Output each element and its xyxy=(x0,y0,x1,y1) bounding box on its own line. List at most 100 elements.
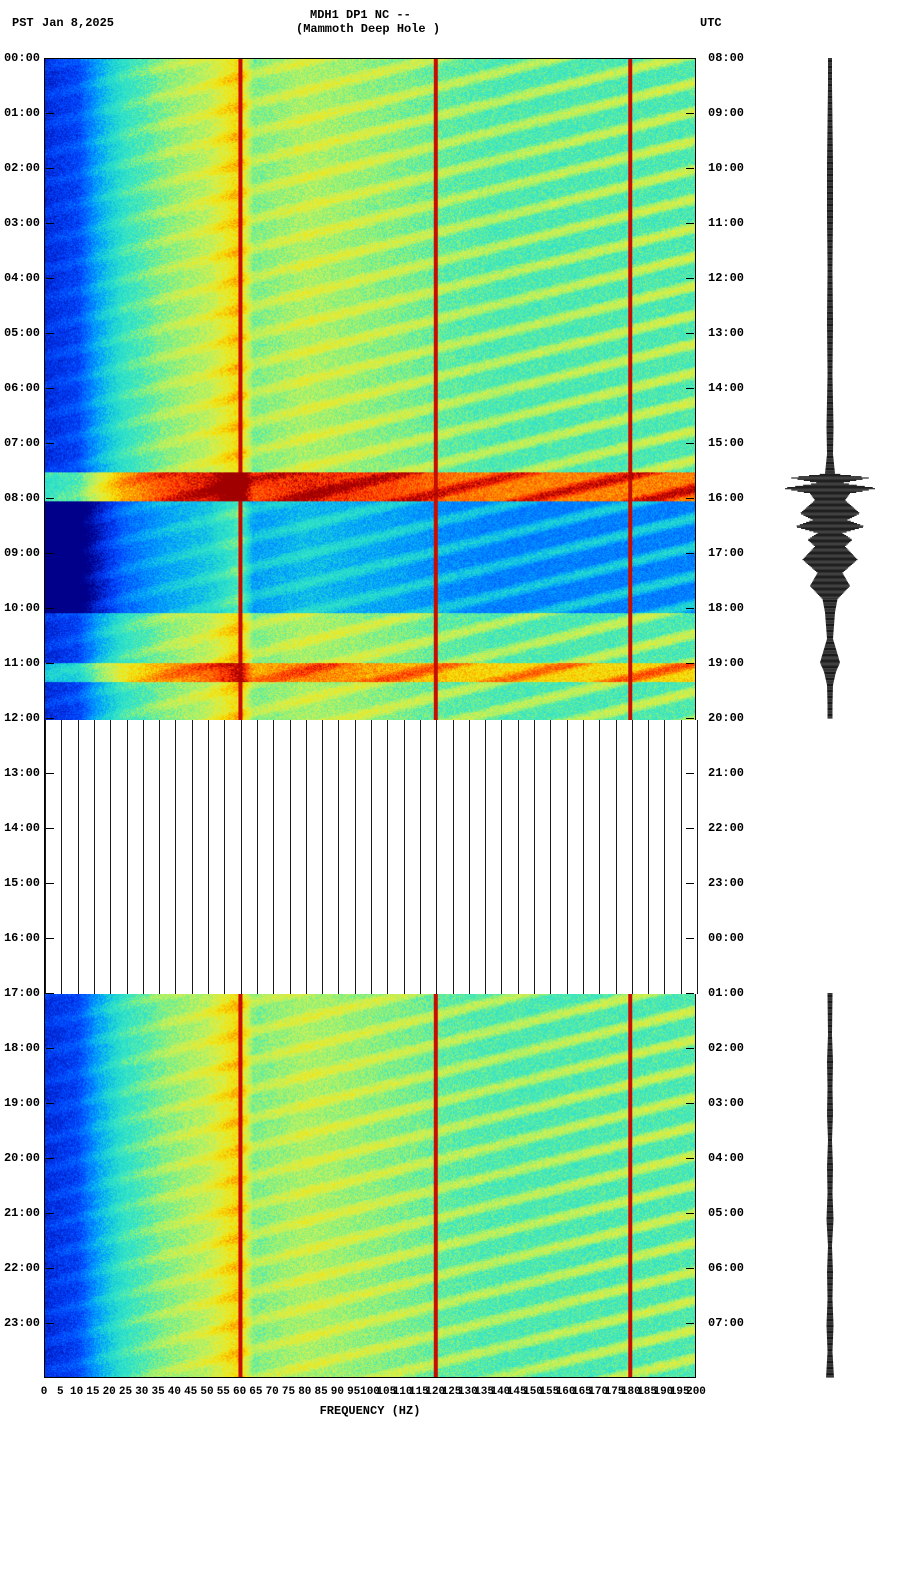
x-tick: 95 xyxy=(347,1386,360,1398)
grid-line xyxy=(664,720,665,994)
data-gap-region xyxy=(45,720,697,994)
x-tick: 70 xyxy=(266,1386,279,1398)
y-tick-left: 12:00 xyxy=(4,711,40,725)
y-tick-right: 10:00 xyxy=(708,161,744,175)
y-tick-left: 14:00 xyxy=(4,821,40,835)
x-tick: 10 xyxy=(70,1386,83,1398)
amplitude-strip-top xyxy=(780,58,880,719)
grid-line xyxy=(567,720,568,994)
date-label: Jan 8,2025 xyxy=(42,16,114,30)
grid-line xyxy=(338,720,339,994)
y-tick-left: 11:00 xyxy=(4,656,40,670)
x-tick: 75 xyxy=(282,1386,295,1398)
y-tick-left: 20:00 xyxy=(4,1151,40,1165)
grid-line xyxy=(306,720,307,994)
x-tick: 200 xyxy=(686,1386,706,1398)
station-id-label: MDH1 DP1 NC -- xyxy=(310,8,411,22)
x-axis: FREQUENCY (HZ) 0510152025303540455055606… xyxy=(44,1380,696,1420)
y-tick-right: 08:00 xyxy=(708,51,744,65)
grid-line xyxy=(273,720,274,994)
y-tick-right: 00:00 xyxy=(708,931,744,945)
y-axis-left: 00:0001:0002:0003:0004:0005:0006:0007:00… xyxy=(0,58,44,1378)
x-tick: 25 xyxy=(119,1386,132,1398)
x-tick: 30 xyxy=(135,1386,148,1398)
grid-line xyxy=(110,720,111,994)
x-tick: 20 xyxy=(103,1386,116,1398)
y-tick-right: 05:00 xyxy=(708,1206,744,1220)
x-tick: 35 xyxy=(151,1386,164,1398)
amplitude-strip-bottom xyxy=(780,993,880,1378)
grid-line xyxy=(208,720,209,994)
station-name-label: (Mammoth Deep Hole ) xyxy=(296,22,440,36)
grid-line xyxy=(420,720,421,994)
y-tick-right: 22:00 xyxy=(708,821,744,835)
grid-line xyxy=(583,720,584,994)
x-tick: 55 xyxy=(217,1386,230,1398)
y-tick-left: 06:00 xyxy=(4,381,40,395)
y-tick-right: 01:00 xyxy=(708,986,744,1000)
y-tick-left: 00:00 xyxy=(4,51,40,65)
grid-line xyxy=(469,720,470,994)
y-tick-left: 21:00 xyxy=(4,1206,40,1220)
grid-line xyxy=(599,720,600,994)
grid-line xyxy=(501,720,502,994)
y-tick-right: 12:00 xyxy=(708,271,744,285)
y-tick-left: 01:00 xyxy=(4,106,40,120)
amplitude-waveform xyxy=(780,993,880,1378)
y-tick-left: 19:00 xyxy=(4,1096,40,1110)
x-tick: 0 xyxy=(41,1386,48,1398)
y-tick-left: 02:00 xyxy=(4,161,40,175)
timezone-right-label: UTC xyxy=(700,16,722,30)
grid-line xyxy=(257,720,258,994)
y-tick-right: 19:00 xyxy=(708,656,744,670)
y-tick-left: 18:00 xyxy=(4,1041,40,1055)
grid-line xyxy=(387,720,388,994)
y-tick-right: 11:00 xyxy=(708,216,744,230)
y-tick-right: 23:00 xyxy=(708,876,744,890)
y-tick-right: 18:00 xyxy=(708,601,744,615)
y-tick-left: 07:00 xyxy=(4,436,40,450)
grid-line xyxy=(78,720,79,994)
x-tick: 60 xyxy=(233,1386,246,1398)
x-tick: 45 xyxy=(184,1386,197,1398)
grid-line xyxy=(322,720,323,994)
y-tick-left: 03:00 xyxy=(4,216,40,230)
grid-line xyxy=(175,720,176,994)
grid-line xyxy=(436,720,437,994)
x-tick: 80 xyxy=(298,1386,311,1398)
grid-line xyxy=(648,720,649,994)
grid-line xyxy=(616,720,617,994)
y-tick-right: 14:00 xyxy=(708,381,744,395)
grid-line xyxy=(534,720,535,994)
y-tick-left: 04:00 xyxy=(4,271,40,285)
y-tick-right: 09:00 xyxy=(708,106,744,120)
grid-line xyxy=(159,720,160,994)
y-tick-right: 13:00 xyxy=(708,326,744,340)
grid-line xyxy=(45,720,46,994)
grid-line xyxy=(453,720,454,994)
grid-line xyxy=(371,720,372,994)
x-tick: 65 xyxy=(249,1386,262,1398)
grid-line xyxy=(681,720,682,994)
y-tick-left: 09:00 xyxy=(4,546,40,560)
y-tick-left: 10:00 xyxy=(4,601,40,615)
grid-line xyxy=(404,720,405,994)
grid-line xyxy=(485,720,486,994)
y-tick-right: 02:00 xyxy=(708,1041,744,1055)
spectrogram-canvas xyxy=(45,59,695,1377)
grid-line xyxy=(355,720,356,994)
grid-line xyxy=(127,720,128,994)
x-tick: 85 xyxy=(314,1386,327,1398)
y-axis-right: 08:0009:0010:0011:0012:0013:0014:0015:00… xyxy=(696,58,756,1378)
x-tick: 50 xyxy=(200,1386,213,1398)
y-tick-left: 23:00 xyxy=(4,1316,40,1330)
y-tick-right: 15:00 xyxy=(708,436,744,450)
y-tick-left: 08:00 xyxy=(4,491,40,505)
spectrogram-plot xyxy=(44,58,696,1378)
grid-line xyxy=(143,720,144,994)
grid-line xyxy=(224,720,225,994)
y-tick-right: 21:00 xyxy=(708,766,744,780)
y-tick-right: 20:00 xyxy=(708,711,744,725)
grid-line xyxy=(61,720,62,994)
y-tick-right: 03:00 xyxy=(708,1096,744,1110)
